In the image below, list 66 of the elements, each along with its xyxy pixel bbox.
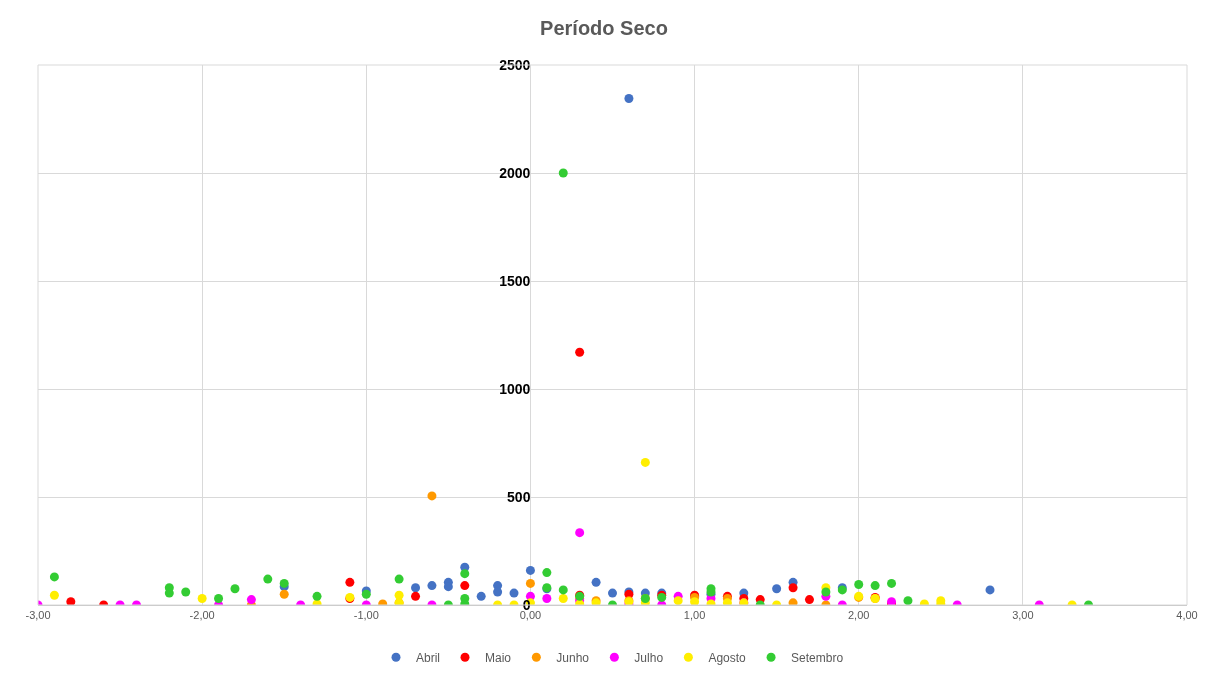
point: [394, 574, 404, 584]
point: [411, 583, 421, 593]
point: [279, 589, 289, 599]
point: [804, 595, 814, 605]
point: [66, 597, 76, 605]
point: [542, 594, 552, 604]
point: [49, 590, 59, 600]
point: [345, 577, 355, 587]
point: [411, 591, 421, 601]
point: [640, 457, 650, 467]
x-tick-label: 1,00: [683, 609, 706, 622]
x-tick-label: 3,00: [1012, 609, 1034, 622]
y-tick-label: 1500: [499, 272, 531, 289]
chart-title: Período Seco: [540, 16, 668, 39]
point: [427, 491, 437, 501]
y-tick-label: 500: [507, 488, 531, 505]
legend-label: Abril: [416, 650, 441, 665]
legend-label: Julho: [634, 650, 664, 665]
point: [854, 579, 864, 589]
point: [591, 577, 601, 587]
legend-label: Maio: [485, 650, 512, 665]
point: [509, 588, 519, 598]
y-tick-label: 2500: [499, 56, 531, 73]
point: [197, 594, 207, 604]
point: [246, 595, 256, 605]
point: [558, 585, 568, 595]
y-tick-label: 1000: [499, 380, 531, 397]
point: [476, 591, 486, 601]
x-tick-label: -1,00: [353, 609, 379, 622]
point: [690, 597, 700, 605]
point: [279, 578, 289, 588]
legend-label: Agosto: [708, 650, 747, 665]
x-tick-label: 4,00: [1176, 609, 1198, 622]
x-tick-label: -3,00: [25, 609, 51, 622]
point: [525, 565, 535, 575]
point: [870, 581, 880, 591]
point: [624, 93, 634, 103]
point: [887, 578, 897, 588]
point: [312, 591, 322, 601]
point: [263, 574, 273, 584]
point: [608, 588, 617, 598]
legend-label: Setembro: [791, 650, 844, 665]
x-tick-label: -2,00: [189, 609, 215, 622]
x-tick-label: 2,00: [848, 609, 870, 622]
point: [558, 168, 568, 178]
point: [460, 569, 470, 579]
point: [985, 585, 995, 595]
point: [772, 584, 782, 594]
point: [903, 596, 913, 605]
legend-label: Junho: [556, 650, 590, 665]
point: [525, 578, 535, 588]
point: [575, 347, 585, 357]
point: [49, 572, 59, 582]
point: [493, 587, 503, 597]
point: [214, 594, 224, 604]
point: [673, 596, 683, 605]
point: [542, 568, 552, 578]
point: [460, 581, 470, 591]
y-tick-label: 2000: [499, 164, 531, 181]
point: [230, 584, 240, 594]
point: [181, 587, 191, 597]
point: [427, 581, 437, 591]
point: [575, 528, 585, 538]
point: [558, 594, 568, 604]
point: [821, 587, 831, 597]
point: [788, 583, 798, 593]
